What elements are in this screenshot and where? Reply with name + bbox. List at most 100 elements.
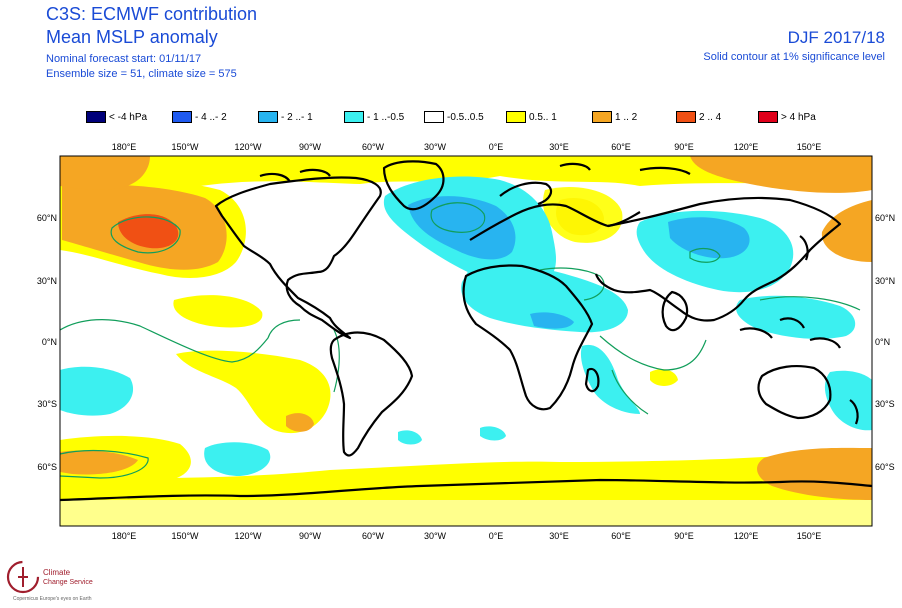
logo-line3: Copernicus Europe's eyes on Earth [13,596,92,602]
map-title: C3S: ECMWF contribution [46,4,258,24]
lat-tick-label: 60°S [37,462,57,472]
logo-line1: Climate [43,568,71,577]
anomaly-positive-sepacific [176,350,331,434]
lat-tick-label: 60°S [875,462,895,472]
lon-tick-label: 120°W [234,142,262,152]
coastlines [60,160,872,502]
lat-tick-label: 30°S [875,399,895,409]
anomaly-positive-southern-orange [60,450,138,475]
legend-swatch [506,111,526,123]
legend-label: < -4 hPa [109,111,148,123]
anomaly-negative-indian [580,344,640,414]
anomaly-positive-southern-orange-east [757,447,872,500]
legend-swatch [258,111,278,123]
anomaly-negative-natlantic-core [408,196,516,260]
lat-tick-label: 30°N [37,276,57,286]
lon-tick-label: 30°E [549,142,569,152]
legend-swatch [344,111,364,123]
lat-tick-label: 30°N [875,276,895,286]
legend-item: - 2 ..- 1 [258,110,313,124]
lon-tick-label: 60°W [362,142,385,152]
anomaly-negative-southern [204,442,271,476]
anomaly-positive-cpacific [173,295,263,328]
anomaly-positive-indian [650,369,678,386]
season-label: DJF 2017/18 [787,28,885,47]
legend-item: 1 .. 2 [592,110,637,124]
legend-label: - 1 ..-0.5 [367,111,405,123]
significance-contours [60,202,861,479]
anomaly-negative-wpacific [736,295,856,339]
logo-ring-icon [6,560,40,594]
anomaly-positive-arctic [60,156,872,190]
legend-swatch [172,111,192,123]
legend-item: < -4 hPa [86,110,147,124]
lon-tick-label: 60°E [611,142,631,152]
anomaly-positive-wpacific [821,200,872,262]
legend-item: - 4 ..- 2 [172,110,227,124]
antarctic-interior [60,500,872,526]
forecast-start-text: Nominal forecast start: 01/11/17 [46,53,202,65]
anomaly-positive-siberia [690,156,872,193]
legend-label: -0.5..0.5 [447,111,484,123]
lon-tick-label: 120°E [734,531,759,541]
legend-item: > 4 hPa [758,110,816,124]
lon-tick-label: 90°E [674,142,694,152]
anomaly-negative-satlantic [398,430,422,445]
anomaly-strong-positive-npacific [118,214,179,249]
lon-tick-label: 180°E [112,531,137,541]
anomaly-fields [60,156,872,526]
logo-mark-icon [18,567,28,587]
lat-tick-label: 30°S [37,399,57,409]
anomaly-positive-sepacific-core [286,413,314,432]
anomaly-negative-asia-core [668,217,750,259]
lon-tick-label: 0°E [489,142,504,152]
lat-tick-label: 60°N [875,213,895,223]
copernicus-logo: Climate Change Service Copernicus Europe… [6,560,93,602]
anomaly-negative-nafrica-core [530,312,574,329]
lon-tick-label: 60°E [611,531,631,541]
lat-tick-label: 0°N [875,337,890,347]
legend-item: 2 .. 4 [676,110,721,124]
lon-tick-label: 30°E [549,531,569,541]
lon-tick-label: 30°W [424,142,447,152]
lat-labels-right: 60°N 30°N 0°N 30°S 60°S [875,213,895,472]
legend-label: 1 .. 2 [615,111,638,123]
legend-label: > 4 hPa [781,111,816,123]
legend-label: 2 .. 4 [699,111,722,123]
lon-tick-label: 150°E [797,531,822,541]
anomaly-negative-spacific [60,366,134,416]
legend-swatch [676,111,696,123]
lon-tick-label: 60°W [362,531,385,541]
legend-label: - 2 ..- 1 [281,111,313,123]
lat-tick-label: 0°N [42,337,57,347]
legend-swatch [86,111,106,123]
significance-note: Solid contour at 1% significance level [703,51,885,63]
lon-tick-label: 30°W [424,531,447,541]
ensemble-size-text: Ensemble size = 51, climate size = 575 [46,68,237,80]
lon-tick-label: 120°E [734,142,759,152]
logo-line2: Change Service [43,579,93,586]
legend-swatch [424,111,444,123]
legend-label: 0.5.. 1 [529,111,557,123]
legend-swatch [592,111,612,123]
anomaly-negative-sw-pacific [824,370,872,431]
lon-tick-label: 180°E [112,142,137,152]
legend-item: - 1 ..-0.5 [344,110,404,124]
lon-tick-label: 90°E [674,531,694,541]
lon-tick-label: 150°W [171,531,199,541]
lon-tick-label: 0°E [489,531,504,541]
legend-label: - 4 ..- 2 [195,111,227,123]
legend-item: 0.5.. 1 [506,110,557,124]
lon-tick-label: 120°W [234,531,262,541]
lon-labels-bottom: 180°E 150°W 120°W 90°W 60°W 30°W 0°E 30°… [112,531,822,541]
legend-item: -0.5..0.5 [424,110,484,124]
lat-tick-label: 60°N [37,213,57,223]
lat-labels-left: 60°N 30°N 0°N 30°S 60°S [37,213,57,472]
color-legend: < -4 hPa - 4 ..- 2 - 2 ..- 1 - 1 ..-0.5 … [86,110,846,124]
legend-swatch [758,111,778,123]
lon-tick-label: 150°E [797,142,822,152]
anomaly-positive-bering [60,156,150,190]
anomaly-negative-satlantic-2 [480,426,506,441]
lon-tick-label: 150°W [171,142,199,152]
